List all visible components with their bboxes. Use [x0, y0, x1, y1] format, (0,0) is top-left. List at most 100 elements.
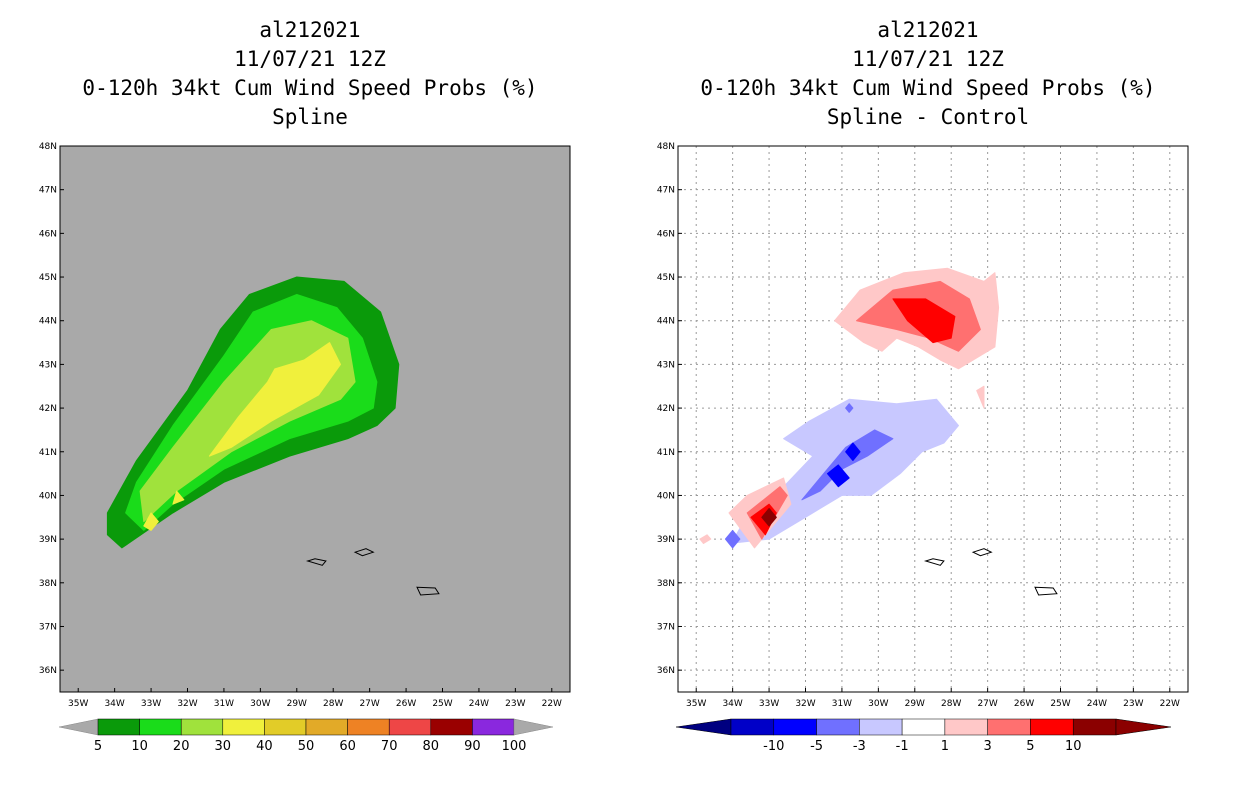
right-colorbar-swatch-6: [987, 718, 1031, 736]
left-xtick-label-28W: 28W: [323, 699, 343, 709]
right-ytick-label-42N: 42N: [657, 404, 675, 414]
right-island-outline-1: [971, 548, 993, 557]
right-island-outline-0: [923, 558, 945, 566]
right-title-line-2: 11/07/21 12Z: [852, 47, 1004, 71]
right-xtick-label-35W: 35W: [686, 699, 706, 709]
right-chart-title: al212021 11/07/21 12Z 0-120h 34kt Cum Wi…: [678, 16, 1178, 132]
right-contour--10--5-6: [826, 464, 850, 488]
right-colorbar-swatch-4: [901, 718, 946, 736]
right-colorbar-swatch-2: [816, 718, 860, 736]
right-contour--5--3-5: [801, 429, 894, 501]
left-ytick-label-37N: 37N: [39, 622, 57, 632]
right-ytick-label-39N: 39N: [657, 535, 675, 545]
right-xtick-label-24W: 24W: [1087, 699, 1107, 709]
right-colorbar-over-triangle: [1115, 718, 1172, 736]
right-contour-10+-13: [761, 508, 777, 527]
left-xtick-label-30W: 30W: [250, 699, 270, 709]
right-contour-1-3-3: [976, 385, 985, 409]
left-colorbar-under-triangle: [58, 718, 99, 736]
left-colorbar-label-2: 20: [173, 739, 190, 754]
right-colorbar-label-6: 5: [1026, 739, 1034, 754]
left-title-line-4: Spline: [272, 105, 348, 129]
left-ytick-label-47N: 47N: [39, 186, 57, 196]
left-colorbar-swatch-4: [264, 718, 307, 736]
right-colorbar-swatch-3: [859, 718, 903, 736]
left-colorbar-swatch-1: [139, 718, 182, 736]
right-colorbar-label-0: -10: [763, 739, 784, 754]
left-xtick-label-31W: 31W: [214, 699, 234, 709]
right-ytick-label-43N: 43N: [657, 360, 675, 370]
left-xtick-label-33W: 33W: [141, 699, 161, 709]
left-xtick-label-29W: 29W: [287, 699, 307, 709]
left-xtick-label-23W: 23W: [505, 699, 525, 709]
right-colorbar-swatch-8: [1072, 718, 1117, 736]
left-colorbar-label-0: 5: [94, 739, 102, 754]
right-ytick-label-44N: 44N: [657, 317, 675, 327]
left-ytick-label-38N: 38N: [39, 579, 57, 589]
left-island-outline-1: [353, 548, 375, 557]
left-colorbar-swatch-8: [430, 718, 473, 736]
left-colorbar-swatch-3: [222, 718, 265, 736]
right-colorbar-label-4: 1: [941, 739, 949, 754]
left-chart-title: al212021 11/07/21 12Z 0-120h 34kt Cum Wi…: [60, 16, 560, 132]
right-ytick-label-45N: 45N: [657, 273, 675, 283]
left-title-line-1: al212021: [259, 18, 361, 42]
left-xtick-label-25W: 25W: [432, 699, 452, 709]
right-xtick-label-32W: 32W: [795, 699, 815, 709]
left-xtick-label-24W: 24W: [469, 699, 489, 709]
right-colorbar-label-1: -5: [810, 739, 823, 754]
left-ytick-label-46N: 46N: [39, 229, 57, 239]
right-contour--5--3-8: [724, 529, 741, 549]
right-colorbar-swatch-1: [773, 718, 817, 736]
left-colorbar-label-8: 80: [423, 739, 440, 754]
right-xtick-label-31W: 31W: [832, 699, 852, 709]
left-colorbar-label-5: 50: [298, 739, 315, 754]
left-colorbar-label-3: 30: [215, 739, 232, 754]
left-xtick-label-27W: 27W: [359, 699, 379, 709]
left-island-outline-0: [305, 558, 327, 566]
left-contour-30-40-5: [172, 490, 185, 505]
right-xtick-label-28W: 28W: [941, 699, 961, 709]
left-colorbar-label-10: 100: [502, 739, 527, 754]
right-contour-1-3-14: [699, 534, 712, 544]
right-chart: 35W 34W 33W 32W 31W 30W 29W 28W 27W 26W 25W 24W 23W 2…: [657, 142, 1189, 754]
left-ytick-label-39N: 39N: [39, 535, 57, 545]
right-colorbar-under-triangle: [675, 718, 732, 736]
left-island-outline-2: [416, 586, 440, 596]
right-title-line-3: 0-120h 34kt Cum Wind Speed Probs (%): [700, 76, 1156, 100]
right-ytick-label-41N: 41N: [657, 448, 675, 458]
left-colorbar-swatch-7: [388, 718, 432, 736]
right-ytick-label-38N: 38N: [657, 579, 675, 589]
right-contour--10--5-7: [845, 442, 861, 461]
left-title-line-2: 11/07/21 12Z: [234, 47, 386, 71]
right-xtick-label-34W: 34W: [722, 699, 742, 709]
right-colorbar-label-5: 3: [984, 739, 992, 754]
left-ytick-label-44N: 44N: [39, 317, 57, 327]
left-colorbar-label-4: 40: [256, 739, 273, 754]
left-contour-30-40-3: [208, 342, 341, 457]
left-colorbar-swatch-2: [180, 718, 224, 736]
left-xtick-label-22W: 22W: [542, 699, 562, 709]
left-ytick-label-41N: 41N: [39, 448, 57, 458]
right-xtick-label-30W: 30W: [868, 699, 888, 709]
right-xtick-label-33W: 33W: [759, 699, 779, 709]
right-colorbar-swatch-0: [730, 718, 775, 736]
right-ytick-label-48N: 48N: [657, 142, 675, 152]
right-ytick-label-47N: 47N: [657, 186, 675, 196]
left-xtick-label-26W: 26W: [396, 699, 416, 709]
right-contour-5-10-2: [892, 298, 956, 344]
left-xtick-label-34W: 34W: [104, 699, 124, 709]
right-ytick-label-37N: 37N: [657, 622, 675, 632]
right-contour--5--3-9: [845, 403, 854, 413]
right-xtick-label-29W: 29W: [905, 699, 925, 709]
left-xtick-label-32W: 32W: [177, 699, 197, 709]
left-ytick-label-42N: 42N: [39, 404, 57, 414]
left-ytick-label-36N: 36N: [39, 666, 57, 676]
left-plot-frame: [59, 145, 571, 693]
right-plot-frame: [677, 145, 1189, 693]
right-colorbar-label-3: -1: [896, 739, 909, 754]
right-colorbar-swatch-5: [944, 718, 988, 736]
left-colorbar-label-9: 90: [464, 739, 481, 754]
right-colorbar-label-2: -3: [853, 739, 866, 754]
